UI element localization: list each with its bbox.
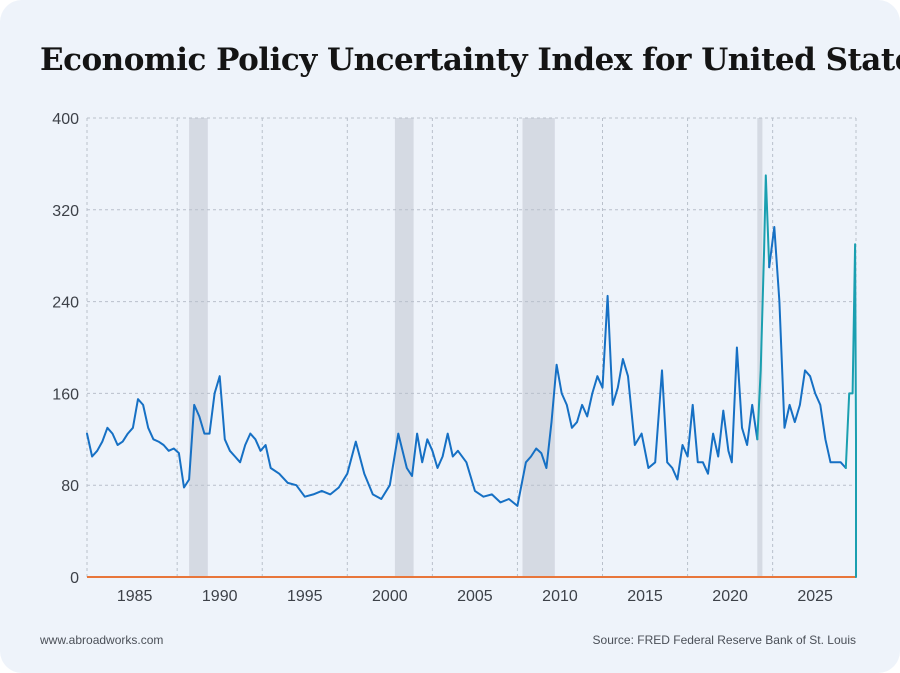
y-axis-ticks: 0 80 160 240 320 400 bbox=[52, 111, 79, 587]
series-line-recent bbox=[768, 226, 847, 469]
recession-bands bbox=[189, 118, 763, 577]
x-tick-2005: 2005 bbox=[457, 588, 493, 605]
x-axis-ticks: 1985 1990 1995 2000 2005 2010 2015 2020 2025 bbox=[117, 588, 833, 605]
y-tick-240: 240 bbox=[52, 295, 79, 312]
footer-website: www.abroadworks.com bbox=[40, 633, 164, 647]
y-tick-0: 0 bbox=[70, 570, 79, 587]
x-tick-2015: 2015 bbox=[627, 588, 663, 605]
x-tick-2020: 2020 bbox=[712, 588, 748, 605]
recession-band-2 bbox=[522, 118, 555, 577]
series-line-latest bbox=[844, 243, 857, 578]
x-tick-2025: 2025 bbox=[797, 588, 833, 605]
x-tick-1990: 1990 bbox=[202, 588, 238, 605]
recession-band-1 bbox=[394, 118, 414, 577]
recession-band-0 bbox=[189, 118, 208, 577]
x-tick-1985: 1985 bbox=[117, 588, 153, 605]
series-line-main bbox=[86, 294, 759, 507]
x-tick-2000: 2000 bbox=[372, 588, 408, 605]
x-tick-2010: 2010 bbox=[542, 588, 578, 605]
recession-band-3 bbox=[757, 118, 763, 577]
series-line-2021-spike bbox=[756, 174, 771, 441]
series-lines bbox=[86, 174, 857, 578]
y-tick-160: 160 bbox=[52, 386, 79, 403]
y-tick-320: 320 bbox=[52, 203, 79, 220]
y-tick-400: 400 bbox=[52, 111, 79, 128]
y-tick-80: 80 bbox=[61, 478, 79, 495]
footer-source: Source: FRED Federal Reserve Bank of St.… bbox=[592, 633, 856, 647]
chart-title: Economic Policy Uncertainty Index for Un… bbox=[40, 42, 900, 78]
x-tick-1995: 1995 bbox=[287, 588, 323, 605]
